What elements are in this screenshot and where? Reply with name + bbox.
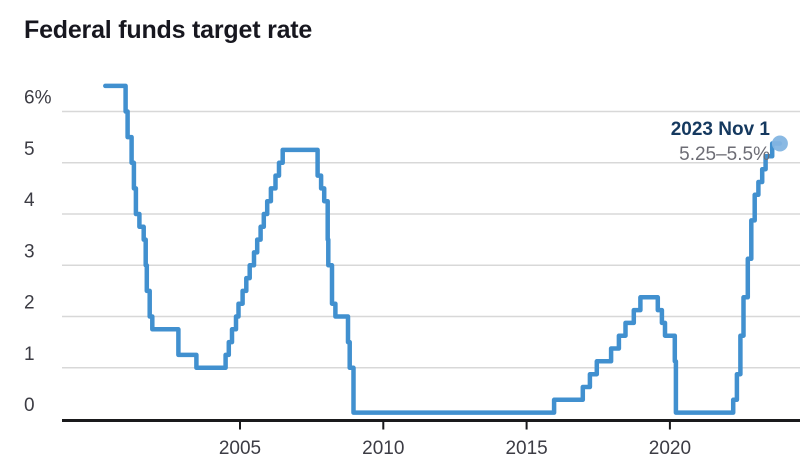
rate-step-line [103, 83, 783, 415]
x-tick-label: 2005 [219, 438, 261, 459]
x-tick-label: 2020 [649, 438, 691, 459]
y-tick-label: 6% [24, 88, 52, 109]
y-tick-label: 3 [24, 241, 35, 262]
chart-title: Federal funds target rate [24, 16, 313, 44]
y-tick-label: 0 [24, 395, 35, 416]
end-annotation: 2023 Nov 1 5.25–5.5% [671, 118, 770, 167]
x-tick-label: 2010 [362, 438, 404, 459]
y-tick-label: 5 [24, 139, 35, 160]
y-tick-label: 4 [24, 190, 35, 211]
end-annotation-date: 2023 Nov 1 [670, 119, 770, 140]
end-point-dot [771, 135, 788, 152]
y-tick-label: 2 [24, 293, 35, 314]
end-annotation-value: 5.25–5.5% [679, 144, 770, 165]
y-tick-label: 1 [24, 344, 35, 365]
x-tick-label: 2015 [505, 438, 547, 459]
